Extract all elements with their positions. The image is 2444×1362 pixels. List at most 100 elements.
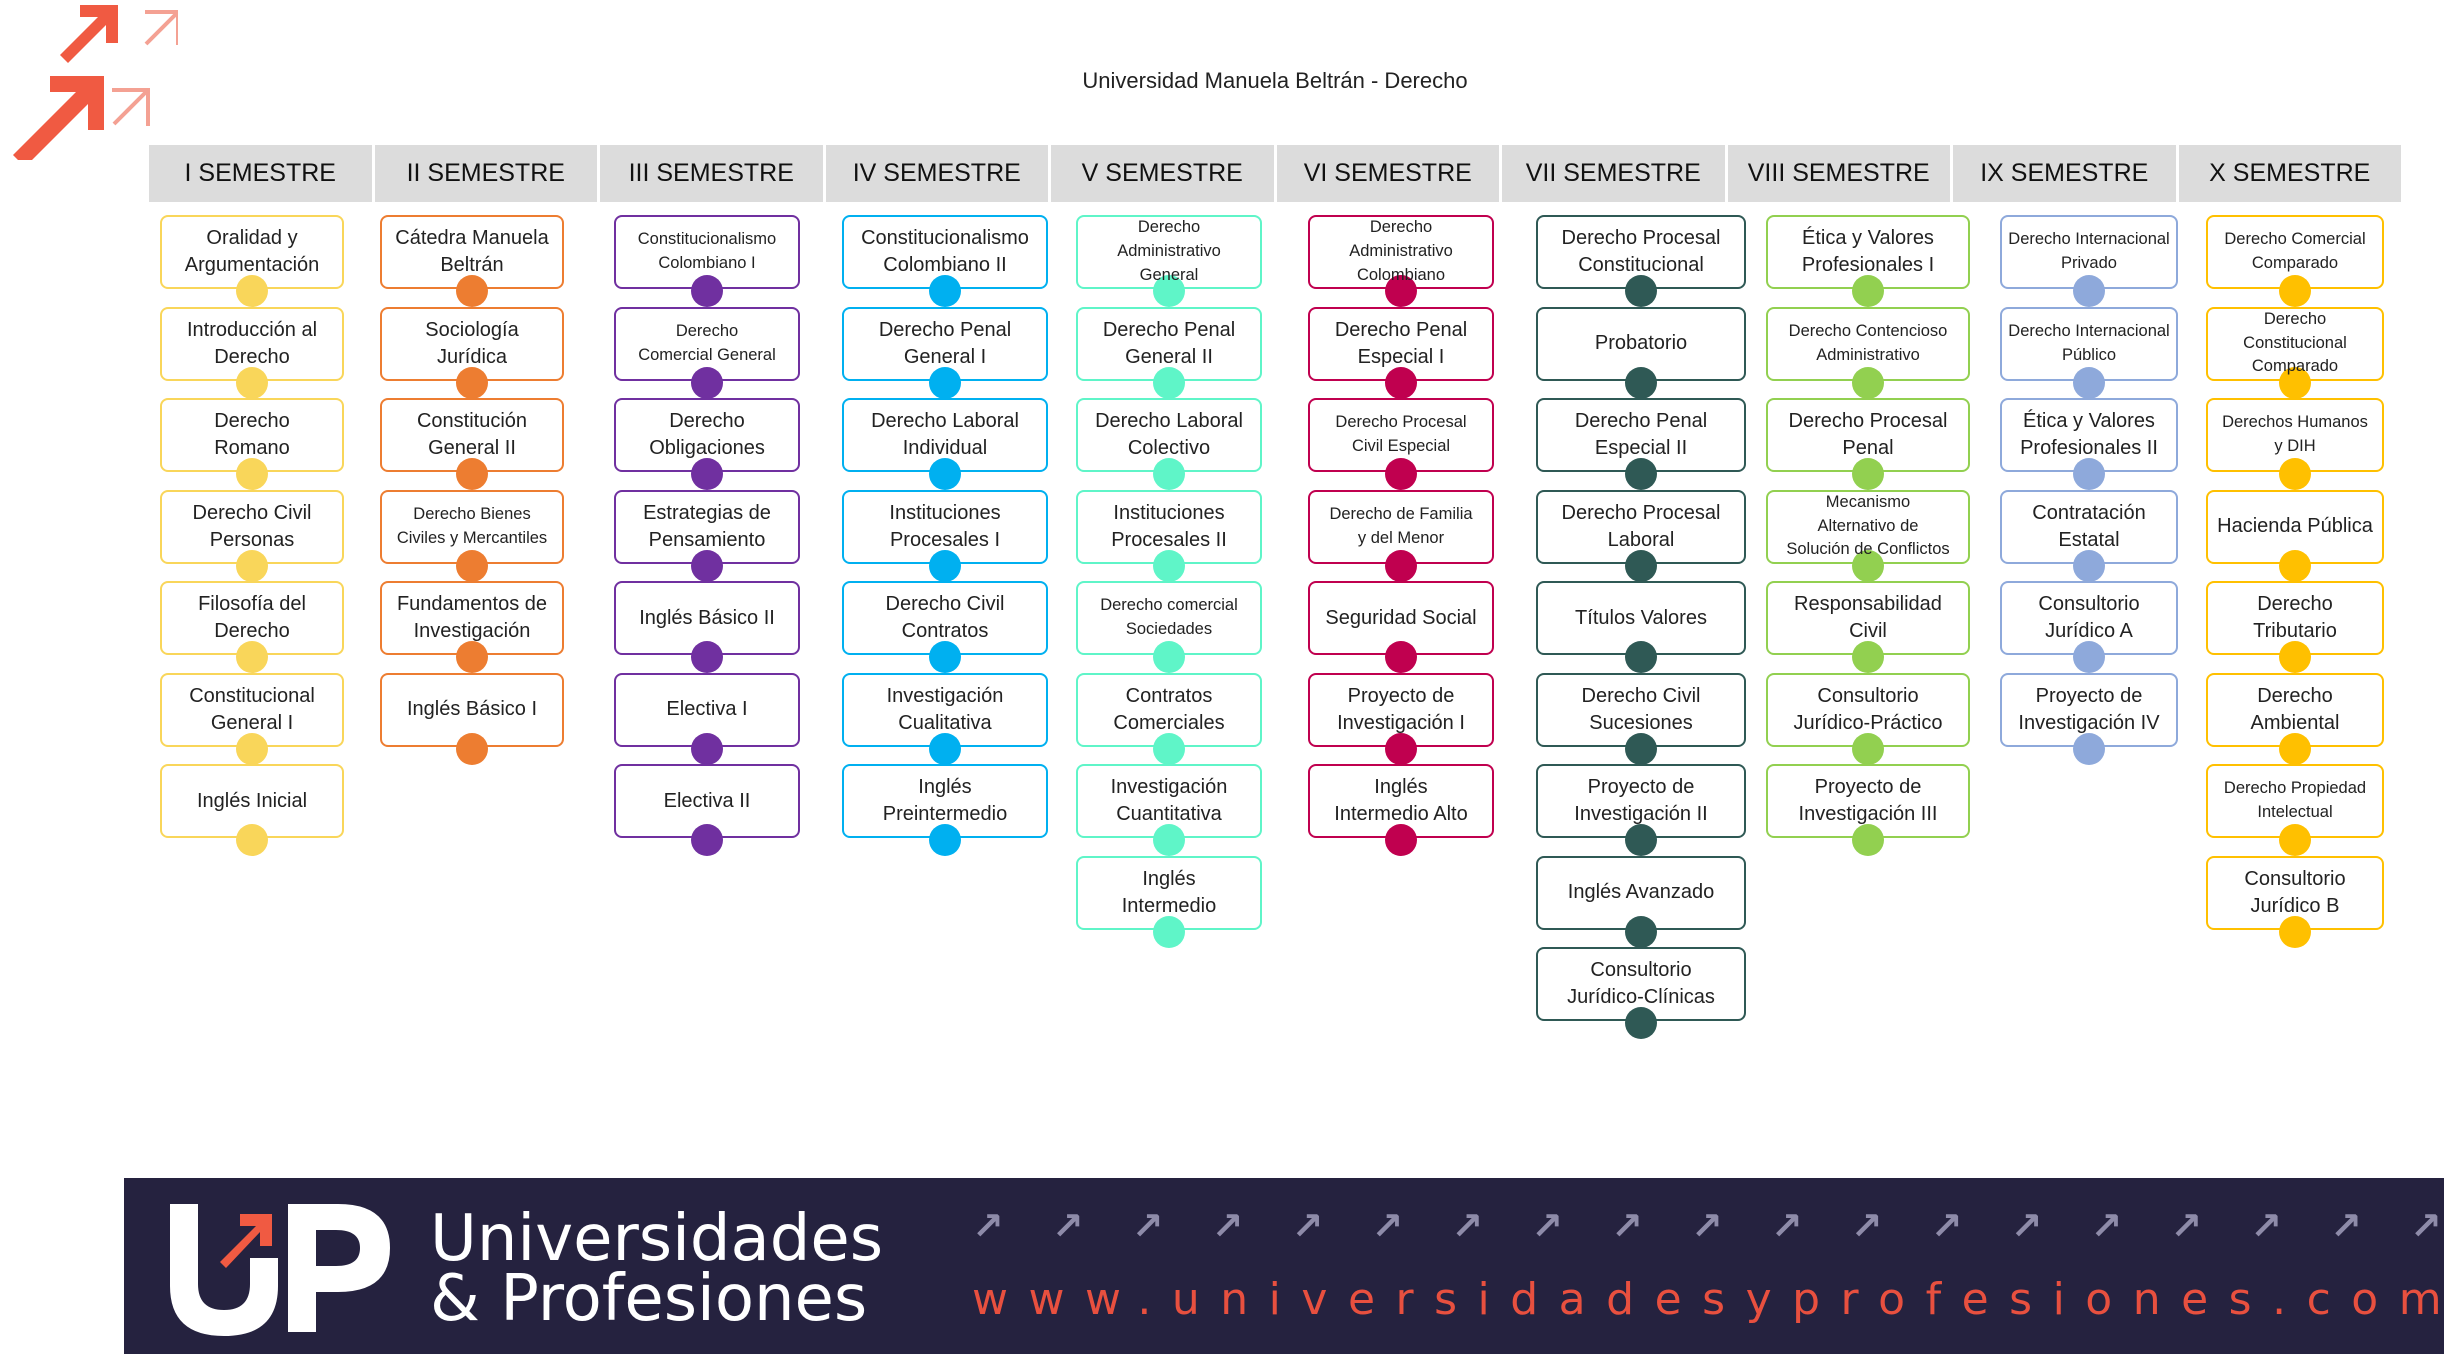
course-name: Proyecto de Investigación IV [2018,684,2160,734]
course-node[interactable]: Inglés Intermedio [1076,855,1262,948]
course-node[interactable]: Inglés Intermedio Alto [1308,764,1494,856]
course-node[interactable]: Títulos Valores [1536,581,1746,673]
course-node[interactable]: Derecho Comercial Comparado [2206,215,2384,307]
course-connector-dot [1625,824,1657,856]
course-node[interactable]: Derecho Civil Contratos [842,581,1048,673]
course-node[interactable]: Consultorio Jurídico B [2206,855,2384,948]
footer-banner: Universidades & Profesiones ↗ ↗ ↗ ↗ ↗ ↗ ↗ ↗ ↗ ↗ ↗ ↗… [124,1178,2444,1354]
course-node[interactable]: Derecho Procesal Laboral [1536,489,1746,582]
course-node[interactable]: Contratación Estatal [2000,489,2178,582]
course-node[interactable]: Derecho Internacional Público [2000,306,2178,399]
course-node[interactable]: Derecho Procesal Penal [1766,398,1970,490]
course-connector-dot [691,275,723,307]
course-node[interactable]: Derecho Procesal Constitucional [1536,215,1746,307]
course-node[interactable]: Mecanismo Alternativo de Solución de Con… [1766,489,1970,582]
course-node[interactable]: Filosofía del Derecho [160,581,344,673]
course-node[interactable]: Probatorio [1536,306,1746,399]
course-node[interactable]: Ética y Valores Profesionales I [1766,215,1970,307]
course-node[interactable]: Derecho Administrativo General [1076,215,1262,307]
course-connector-dot [1625,458,1657,490]
course-node[interactable]: Inglés Básico I [380,672,564,765]
course-node[interactable]: Oralidad y Argumentación [160,215,344,307]
course-name: Responsabilidad Civil [1794,593,1942,642]
course-name: Inglés Básico I [406,698,538,720]
course-name: Derecho Procesal Penal [1788,410,1948,459]
course-node[interactable]: Derecho Internacional Privado [2000,215,2178,307]
course-node[interactable]: Derecho Penal Especial II [1536,398,1746,490]
decorative-arrows-row: ↗ ↗ ↗ ↗ ↗ ↗ ↗ ↗ ↗ ↗ ↗ ↗ ↗ ↗ ↗ ↗ ↗ ↗ ↗ [972,1204,2442,1248]
website-url-link[interactable]: www.universidadesyprofesiones.com [972,1274,2444,1325]
course-node[interactable]: Derecho Propiedad Intelectual [2206,764,2384,856]
course-node[interactable]: Derecho Penal General II [1076,306,1262,399]
course-node[interactable]: Derecho comercial Sociedades [1076,581,1262,673]
course-node[interactable]: Constitución General II [380,398,564,490]
course-node[interactable]: Electiva I [614,672,800,765]
course-node[interactable]: Proyecto de Investigación III [1766,764,1970,856]
course-node[interactable]: Derecho Laboral Individual [842,398,1048,490]
course-node[interactable]: Derecho Bienes Civiles y Mercantiles [380,489,564,582]
course-name: Derecho Penal General I [878,318,1012,368]
course-node[interactable]: Derecho Tributario [2206,581,2384,673]
course-node[interactable]: Hacienda Pública [2206,489,2384,582]
course-node[interactable]: Seguridad Social [1308,581,1494,673]
course-name: Derecho Ambiental [2250,684,2340,734]
course-name: Constitucional General I [189,684,315,734]
course-node[interactable]: Inglés Avanzado [1536,855,1746,948]
course-node[interactable]: Constitucional General I [160,672,344,765]
course-node[interactable]: Investigación Cuantitativa [1076,764,1262,856]
course-connector-dot [1153,732,1185,765]
course-node[interactable]: Inglés Preintermedio [842,764,1048,856]
course-node[interactable]: Derecho Laboral Colectivo [1076,398,1262,490]
course-name: Introducción al Derecho [186,318,318,368]
course-node[interactable]: Responsabilidad Civil [1766,581,1970,673]
course-connector-dot [1852,641,1884,673]
course-connector-dot [2279,641,2311,673]
course-node[interactable]: Derecho Contencioso Administrativo [1766,306,1970,399]
course-node[interactable]: Derecho Comercial General [614,306,800,399]
course-node[interactable]: Derecho Procesal Civil Especial [1308,398,1494,490]
course-node[interactable]: Constitucionalismo Colombiano II [842,215,1048,307]
course-node[interactable]: Electiva II [614,764,800,856]
course-node[interactable]: Instituciones Procesales I [842,489,1048,582]
course-node[interactable]: Sociología Jurídica [380,306,564,399]
course-node[interactable]: Investigación Cualitativa [842,672,1048,765]
course-node[interactable]: Contratos Comerciales [1076,672,1262,765]
arrow-icon: ↗ [2090,1205,2123,1248]
course-node[interactable]: Instituciones Procesales II [1076,489,1262,582]
course-node[interactable]: Estrategias de Pensamiento [614,489,800,582]
course-node[interactable]: Proyecto de Investigación IV [2000,672,2178,765]
course-node[interactable]: Derecho Administrativo Colombiano [1308,215,1494,307]
course-node[interactable]: Inglés Básico II [614,581,800,673]
course-connector-dot [2279,366,2311,399]
semester-header-10: X SEMESTRE [2209,159,2371,187]
course-node[interactable]: Consultorio Jurídico-Clínicas [1536,947,1746,1039]
course-node[interactable]: Derecho Civil Sucesiones [1536,672,1746,765]
course-node[interactable]: Introducción al Derecho [160,306,344,399]
course-node[interactable]: Cátedra Manuela Beltrán [380,215,564,307]
course-node[interactable]: Proyecto de Investigación I [1308,672,1494,765]
course-node[interactable]: Fundamentos de Investigación [380,581,564,673]
course-connector-dot [456,275,488,307]
course-node[interactable]: Derecho Ambiental [2206,672,2384,765]
course-node[interactable]: Ética y Valores Profesionales II [2000,398,2178,490]
arrow-icon: ↗ [1371,1205,1404,1248]
course-node[interactable]: Derecho Obligaciones [614,398,800,490]
course-node[interactable]: Derecho Constitucional Comparado [2206,306,2384,399]
course-node[interactable]: Derecho Penal General I [842,306,1048,399]
course-node[interactable]: Constitucionalismo Colombiano I [614,215,800,307]
course-connector-dot [456,458,488,490]
course-node[interactable]: Consultorio Jurídico A [2000,581,2178,673]
course-node[interactable]: Derechos Humanos y DIH [2206,398,2384,490]
course-node[interactable]: Derecho Romano [160,398,344,490]
course-node[interactable]: Inglés Inicial [160,764,344,856]
course-name: Sociología Jurídica [425,318,519,368]
course-connector-dot [2279,732,2311,765]
arrow-icon: ↗ [1131,1205,1164,1248]
course-node[interactable]: Derecho Penal Especial I [1308,306,1494,399]
arrow-icon: ↗ [2410,1205,2442,1248]
course-node[interactable]: Consultorio Jurídico-Práctico [1766,672,1970,765]
course-node[interactable]: Derecho de Familia y del Menor [1308,489,1494,582]
course-node[interactable]: Derecho Civil Personas [160,489,344,582]
course-node[interactable]: Proyecto de Investigación II [1536,764,1746,856]
semester-header-3: III SEMESTRE [600,145,826,202]
